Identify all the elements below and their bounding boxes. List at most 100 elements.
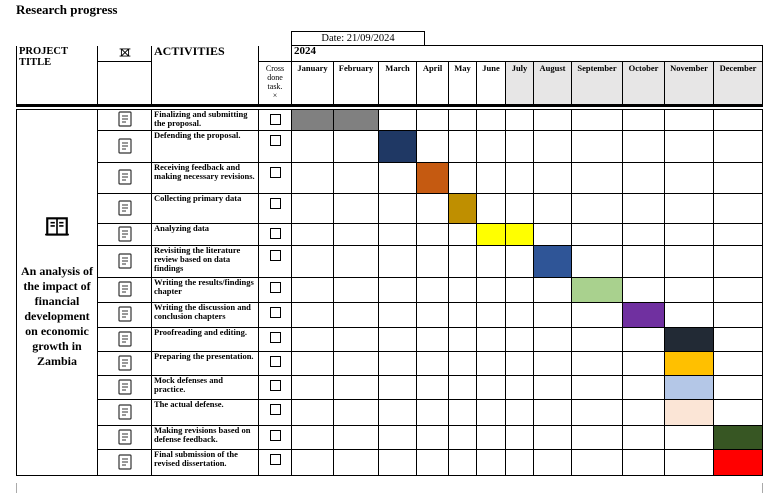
checkbox-icon[interactable]: [269, 356, 281, 367]
done-checkbox[interactable]: [258, 193, 292, 224]
gantt-cell: [476, 449, 506, 476]
checkbox-icon[interactable]: [269, 307, 281, 318]
gantt-cell: [416, 223, 449, 246]
clipboard-pen-icon: [97, 277, 152, 303]
feedback-icon: [97, 375, 152, 400]
done-checkbox[interactable]: [258, 425, 292, 450]
checkbox-icon[interactable]: [269, 332, 281, 343]
gantt-cell: [571, 327, 623, 352]
done-checkbox[interactable]: [258, 109, 292, 131]
gantt-cell: [664, 449, 714, 476]
gantt-cell: [622, 245, 665, 278]
gantt-cell: [448, 425, 477, 450]
gantt-cell: [622, 351, 665, 376]
gantt-cell: [333, 425, 379, 450]
gantt-cell: [378, 245, 417, 278]
done-checkbox[interactable]: [258, 130, 292, 163]
done-checkbox[interactable]: [258, 351, 292, 376]
activity-label: Proofreading and editing.: [151, 327, 259, 352]
done-checkbox[interactable]: [258, 162, 292, 194]
done-checkbox[interactable]: [258, 375, 292, 400]
gantt-cell: [622, 375, 665, 400]
checkbox-icon[interactable]: [269, 454, 281, 465]
clipboard-edit-icon: [97, 109, 152, 131]
activity-row: Mock defenses and practice.: [17, 375, 763, 400]
checklist-icon: [97, 425, 152, 450]
gantt-cell: [333, 449, 379, 476]
checkbox-icon[interactable]: [269, 380, 281, 391]
gantt-cell: [664, 302, 714, 328]
gantt-bar: [622, 302, 665, 328]
done-checkbox[interactable]: [258, 245, 292, 278]
activity-label: Preparing the presentation.: [151, 351, 259, 376]
gantt-cell: [378, 302, 417, 328]
gantt-bar: [448, 193, 477, 224]
gantt-bar: [571, 277, 623, 303]
gantt-cell: [416, 425, 449, 450]
gantt-cell: [713, 277, 763, 303]
checkbox-icon[interactable]: [269, 404, 281, 415]
done-checkbox[interactable]: [258, 277, 292, 303]
gantt-cell: [476, 162, 506, 194]
gantt-cell: [571, 162, 623, 194]
month-header-december: December: [713, 61, 763, 106]
gantt-cell: [533, 302, 572, 328]
done-checkbox[interactable]: [258, 302, 292, 328]
checkbox-icon[interactable]: [269, 250, 281, 261]
activity-row: Receiving feedback and making necessary …: [17, 162, 763, 194]
done-checkbox[interactable]: [258, 327, 292, 352]
gantt-cell: [333, 193, 379, 224]
checkbox-icon[interactable]: [269, 114, 281, 125]
gantt-cell: [291, 399, 334, 426]
gantt-cell: [533, 399, 572, 426]
gantt-cell: [448, 245, 477, 278]
gantt-cell: [571, 375, 623, 400]
idea-team-icon: [97, 351, 152, 376]
gantt-cell: [571, 223, 623, 246]
checkbox-icon[interactable]: [269, 198, 281, 209]
done-checkbox[interactable]: [258, 223, 292, 246]
gantt-bar: [664, 351, 714, 376]
month-header-october: October: [622, 61, 665, 106]
activity-row: Proofreading and editing.: [17, 327, 763, 352]
done-checkbox[interactable]: [258, 449, 292, 476]
gantt-cell: [622, 425, 665, 450]
checkbox-icon[interactable]: [269, 282, 281, 293]
book-stack-icon: [97, 245, 152, 278]
gantt-cell: [378, 375, 417, 400]
gantt-cell: [622, 193, 665, 224]
gantt-cell: [713, 223, 763, 246]
checkbox-icon[interactable]: [269, 228, 281, 239]
gantt-cell: [291, 130, 334, 163]
checkbox-icon[interactable]: [269, 430, 281, 441]
gantt-cell: [505, 425, 534, 450]
gantt-cell: [476, 130, 506, 163]
gantt-cell: [378, 399, 417, 426]
gantt-cell: [333, 223, 379, 246]
gantt-cell: [533, 109, 572, 131]
gantt-cell: [333, 130, 379, 163]
gantt-cell: [416, 399, 449, 426]
meeting-icon: [97, 130, 152, 163]
gantt-cell: [505, 162, 534, 194]
gantt-cell: [622, 109, 665, 131]
gantt-cell: [448, 351, 477, 376]
done-checkbox[interactable]: [258, 399, 292, 426]
checkbox-icon[interactable]: [269, 135, 281, 146]
activities-header: ACTIVITIES: [151, 45, 259, 106]
gantt-cell: [476, 277, 506, 303]
gantt-cell: [533, 449, 572, 476]
gantt-cell: [378, 109, 417, 131]
gantt-cell: [333, 277, 379, 303]
gantt-cell: [416, 327, 449, 352]
gantt-cell: [476, 109, 506, 131]
activity-row: Preparing the presentation.: [17, 351, 763, 376]
activity-label: Revisiting the literature review based o…: [151, 245, 259, 278]
gantt-cell: [664, 130, 714, 163]
gantt-bar: [476, 223, 506, 246]
gantt-cell: [378, 193, 417, 224]
gantt-cell: [416, 449, 449, 476]
cross-done-header: Cross done task. ×: [258, 61, 292, 106]
checkbox-icon[interactable]: [269, 167, 281, 178]
gantt-cell: [533, 193, 572, 224]
